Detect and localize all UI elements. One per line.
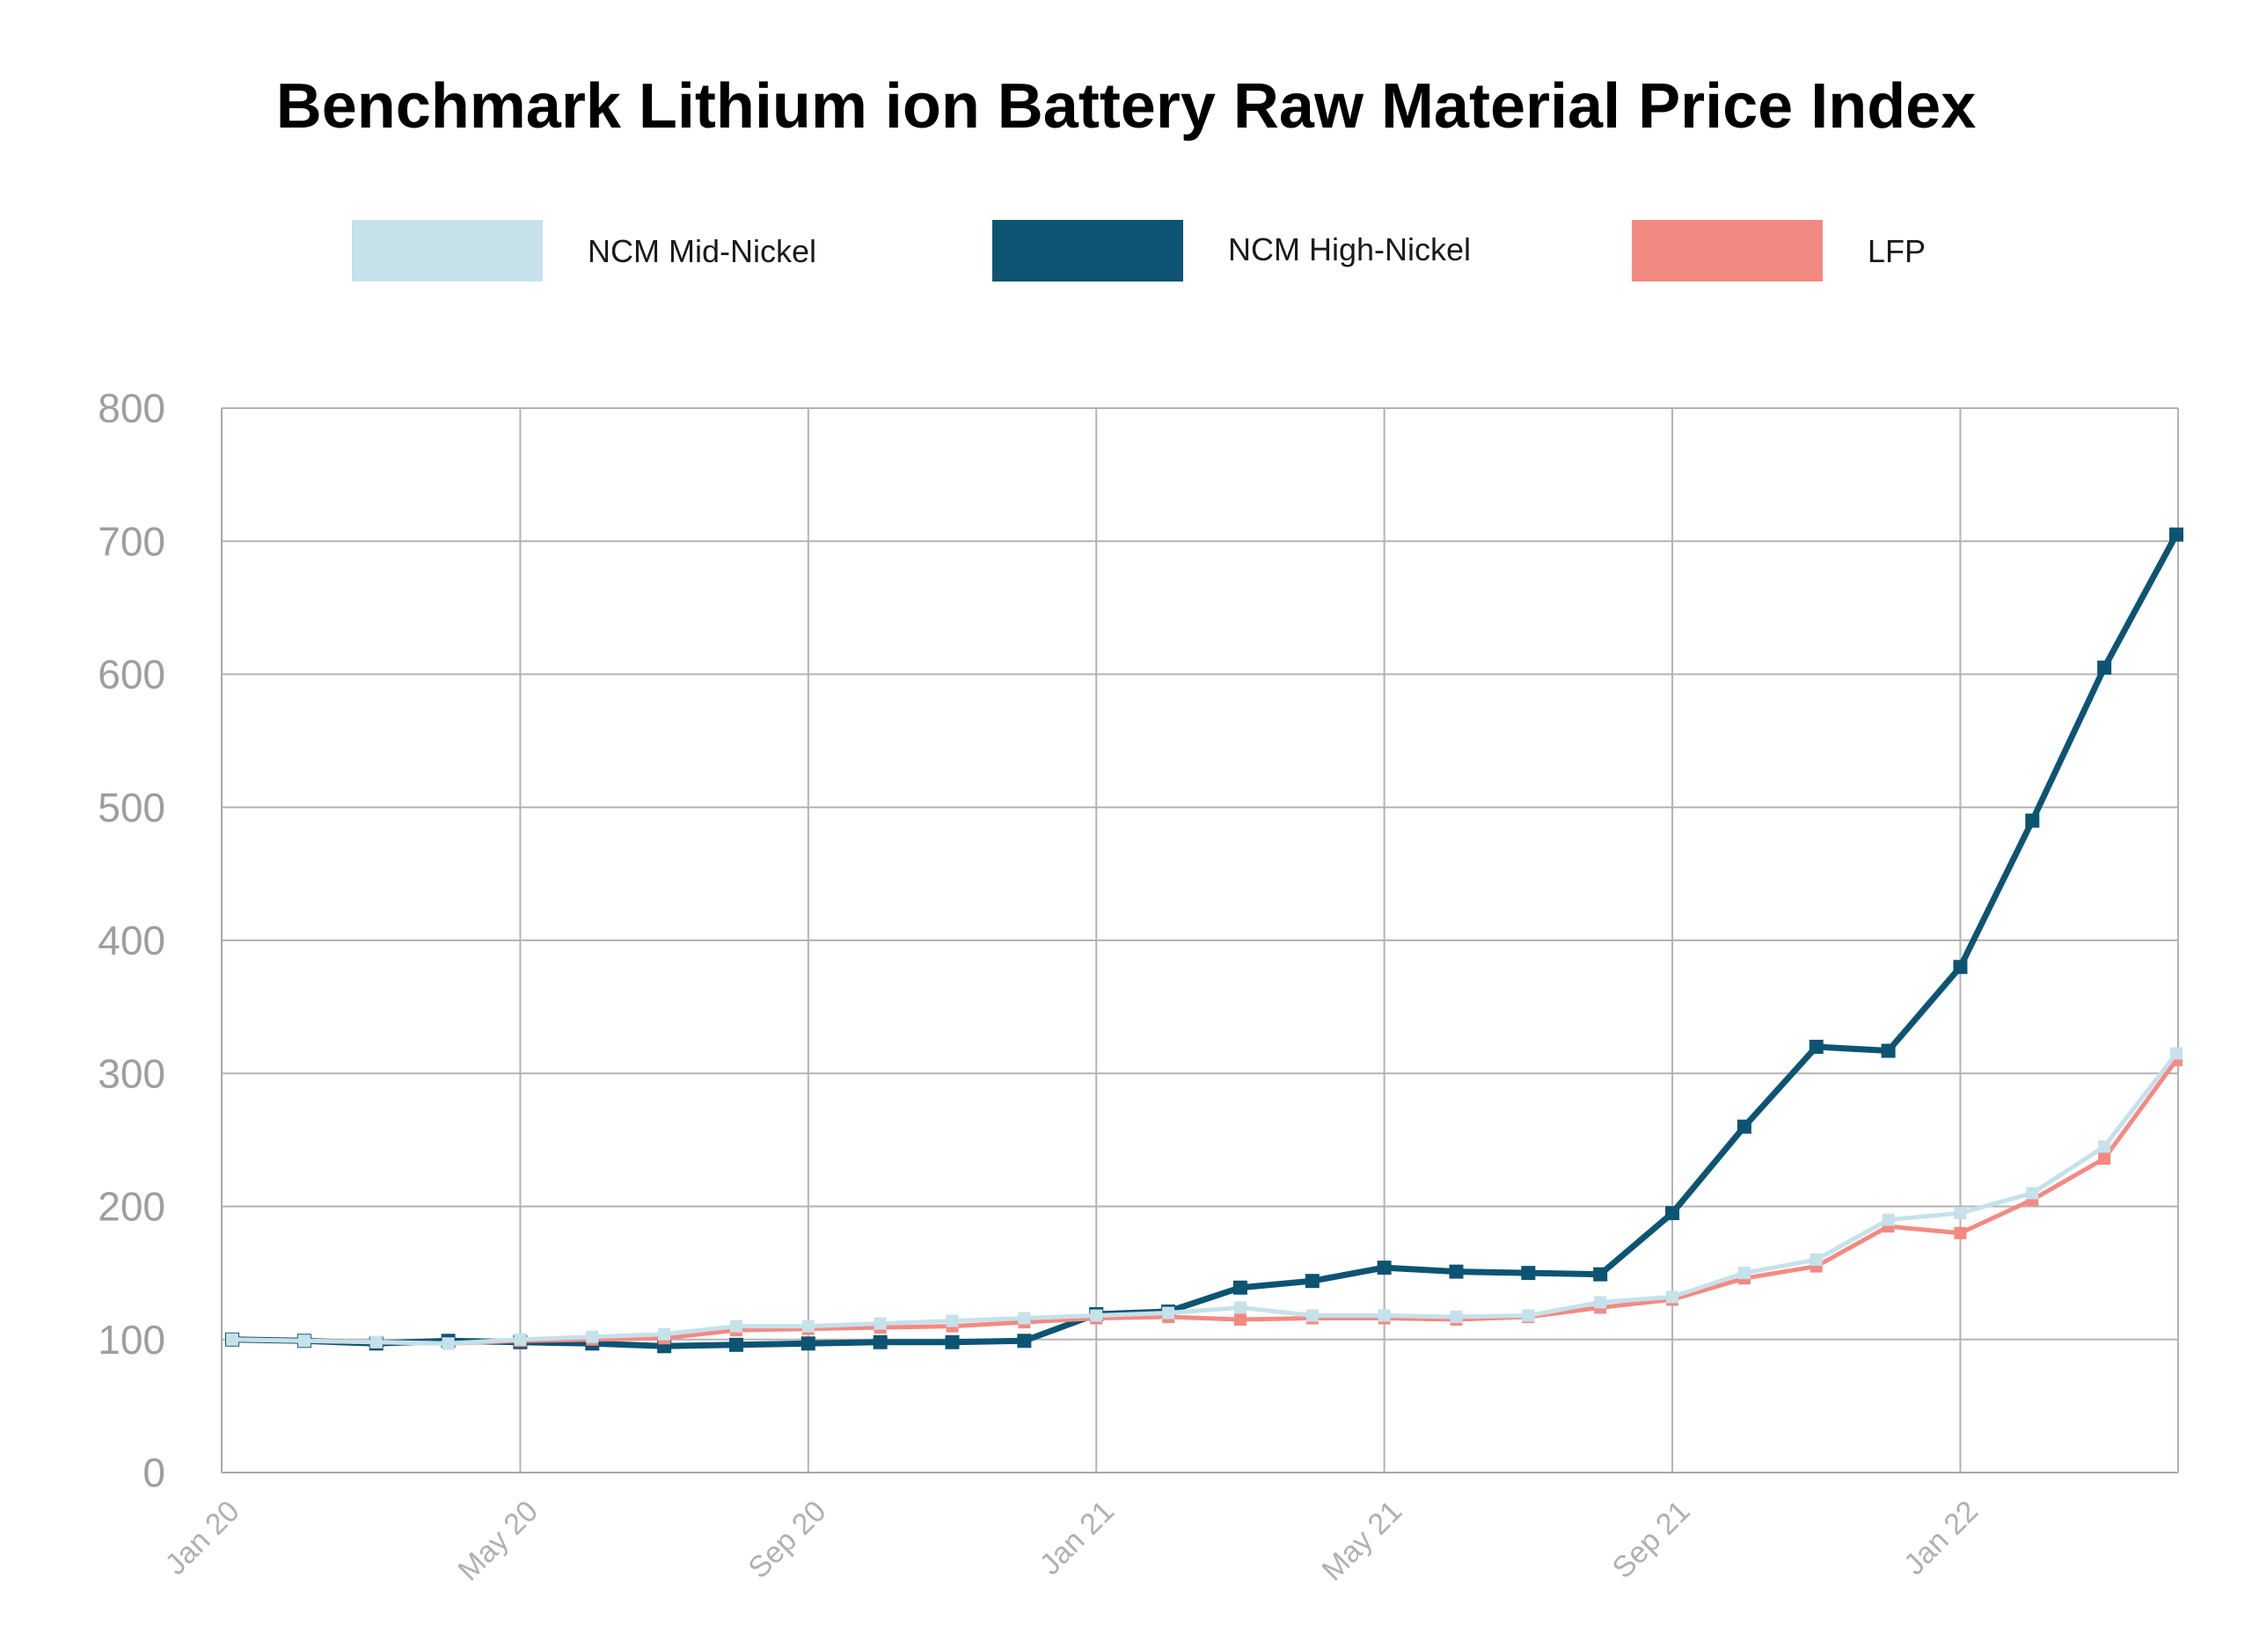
data-point-ncm-mid-nickel [1522,1309,1535,1322]
data-point-ncm-mid-nickel [1378,1309,1391,1322]
series-line-ncm-mid-nickel [231,1052,2178,1346]
data-point-ncm-high-nickel [2097,660,2112,675]
data-point-ncm-high-nickel [1377,1261,1392,1276]
data-point-ncm-high-nickel [1737,1119,1751,1134]
x-tick-label: May 20 [451,1495,545,1588]
y-tick-label: 500 [98,785,165,830]
data-point-lfp [2098,1152,2111,1166]
data-point-ncm-high-nickel [2169,527,2183,542]
data-point-ncm-mid-nickel [369,1335,383,1349]
data-point-ncm-high-nickel [728,1337,743,1352]
legend-label-ncm-mid-nickel: NCM Mid-Nickel [588,233,816,269]
x-tick-label: May 21 [1316,1495,1409,1588]
chart-title: Benchmark Lithium ion Battery Raw Materi… [276,71,1977,142]
y-tick-label: 600 [98,652,165,698]
data-point-lfp [1954,1226,1967,1239]
data-point-ncm-high-nickel [873,1334,888,1349]
data-point-ncm-high-nickel [1017,1334,1032,1349]
legend-label-ncm-high-nickel: NCM High-Nickel [1228,231,1471,267]
data-point-ncm-high-nickel [2025,813,2040,828]
data-point-ncm-mid-nickel [1018,1312,1031,1325]
data-point-ncm-high-nickel [801,1336,815,1351]
x-tick-label: Jan 21 [1034,1495,1121,1582]
data-point-ncm-high-nickel [1305,1274,1320,1289]
data-point-ncm-mid-nickel [1305,1309,1319,1322]
data-point-ncm-mid-nickel [658,1327,671,1341]
data-point-ncm-mid-nickel [297,1334,311,1348]
data-point-ncm-high-nickel [1665,1206,1680,1221]
data-point-ncm-mid-nickel [801,1319,815,1333]
y-tick-label: 700 [98,518,165,564]
data-point-ncm-mid-nickel [1233,1301,1247,1314]
y-tick-label: 300 [98,1050,165,1096]
data-point-ncm-high-nickel [1953,960,1968,975]
data-point-ncm-mid-nickel [946,1314,959,1327]
data-point-ncm-mid-nickel [2170,1047,2183,1060]
legend: NCM Mid-Nickel NCM High-Nickel LFP [352,220,1926,281]
data-point-ncm-mid-nickel [729,1319,742,1333]
data-point-ncm-mid-nickel [1666,1290,1679,1304]
legend-label-lfp: LFP [1868,233,1926,269]
data-point-ncm-mid-nickel [1450,1311,1463,1324]
data-point-ncm-high-nickel [1881,1043,1896,1058]
data-point-ncm-mid-nickel [586,1330,599,1343]
data-point-ncm-mid-nickel [1810,1254,1823,1266]
plot-area: 0 100 200 300 400 500 600 700 800 Jan 20 May 20 Sep… [98,385,2183,1587]
data-point-ncm-mid-nickel [2026,1187,2039,1200]
data-point-ncm-high-nickel [1521,1266,1536,1281]
data-point-ncm-mid-nickel [874,1317,887,1330]
data-point-ncm-high-nickel [1593,1267,1608,1282]
data-point-ncm-high-nickel [1232,1280,1247,1295]
data-point-ncm-mid-nickel [226,1333,238,1346]
data-point-ncm-mid-nickel [2098,1140,2111,1153]
data-point-ncm-mid-nickel [1882,1213,1895,1226]
data-point-ncm-mid-nickel [1737,1267,1751,1280]
data-point-lfp [1233,1313,1247,1327]
x-tick-label: Jan 22 [1897,1495,1985,1582]
x-tick-label: Sep 21 [1606,1495,1697,1585]
data-point-ncm-high-nickel [1449,1264,1464,1279]
series-line-ncm-high-nickel [231,533,2180,1349]
data-point-ncm-mid-nickel [1090,1309,1103,1322]
data-point-ncm-mid-nickel [1594,1296,1607,1309]
data-point-ncm-mid-nickel [1162,1306,1175,1319]
data-point-ncm-mid-nickel [442,1337,455,1350]
legend-swatch-ncm-high-nickel [992,220,1183,281]
data-point-ncm-mid-nickel [1954,1207,1967,1220]
y-tick-label: 100 [98,1317,165,1363]
x-tick-label: Sep 20 [742,1495,832,1585]
legend-swatch-lfp [1632,220,1823,281]
legend-swatch-ncm-mid-nickel [352,220,543,281]
y-tick-label: 400 [98,917,165,963]
y-tick-label: 200 [98,1184,165,1230]
x-tick-label: Jan 20 [159,1495,246,1582]
y-tick-label: 800 [98,385,165,431]
data-point-ncm-mid-nickel [514,1333,527,1346]
data-point-ncm-high-nickel [945,1334,960,1349]
y-tick-label: 0 [143,1450,165,1495]
data-point-ncm-high-nickel [1809,1040,1824,1054]
